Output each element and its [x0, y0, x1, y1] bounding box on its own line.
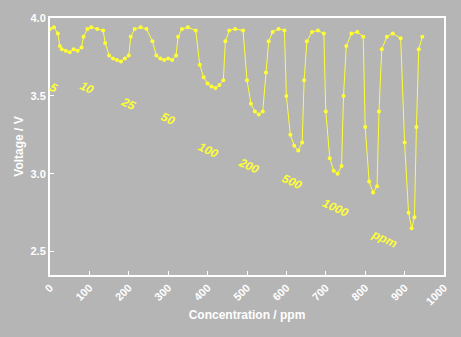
svg-text:800: 800	[349, 282, 370, 303]
svg-text:3.5: 3.5	[31, 90, 46, 102]
svg-text:700: 700	[310, 282, 331, 303]
svg-text:900: 900	[388, 282, 409, 303]
svg-text:ppm: ppm	[369, 227, 399, 251]
svg-text:300: 300	[152, 282, 173, 303]
svg-text:600: 600	[270, 282, 291, 303]
svg-text:200: 200	[236, 155, 261, 177]
svg-text:10: 10	[78, 79, 96, 97]
svg-text:3.0: 3.0	[31, 168, 46, 180]
svg-text:25: 25	[119, 94, 138, 113]
svg-text:0: 0	[42, 282, 55, 295]
svg-text:2.5: 2.5	[31, 245, 46, 257]
svg-text:4.0: 4.0	[31, 12, 46, 24]
svg-text:5: 5	[47, 80, 59, 96]
svg-text:Voltage / V: Voltage / V	[12, 116, 26, 176]
svg-text:1000: 1000	[320, 196, 350, 220]
svg-text:400: 400	[191, 282, 212, 303]
svg-text:1000: 1000	[424, 282, 450, 308]
svg-text:100: 100	[196, 140, 220, 161]
svg-text:500: 500	[231, 282, 252, 303]
svg-text:100: 100	[73, 282, 94, 303]
svg-text:200: 200	[113, 282, 134, 303]
svg-text:50: 50	[159, 110, 177, 128]
svg-text:500: 500	[280, 171, 304, 192]
svg-text:Concentration / ppm: Concentration / ppm	[189, 308, 306, 322]
